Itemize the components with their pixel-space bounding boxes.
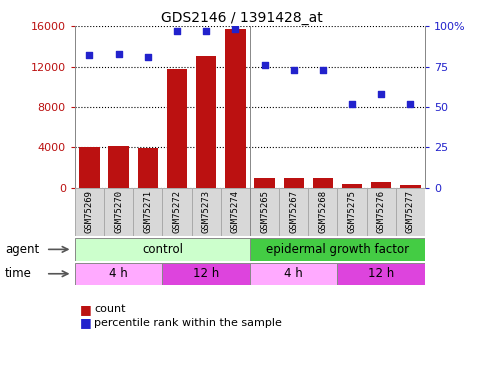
Point: [261, 62, 269, 68]
Text: GSM75268: GSM75268: [318, 190, 327, 233]
Bar: [221, 188, 250, 236]
Text: time: time: [5, 267, 32, 280]
Text: 4 h: 4 h: [284, 267, 303, 280]
Bar: [250, 262, 338, 285]
Text: ■: ■: [80, 303, 91, 316]
Text: control: control: [142, 243, 183, 256]
Bar: [313, 178, 333, 188]
Text: 4 h: 4 h: [109, 267, 128, 280]
Bar: [75, 188, 104, 236]
Bar: [75, 238, 250, 261]
Text: count: count: [94, 304, 126, 314]
Bar: [108, 146, 129, 188]
Bar: [279, 188, 308, 236]
Point: [290, 67, 298, 73]
Text: GSM75271: GSM75271: [143, 190, 152, 233]
Bar: [342, 184, 362, 188]
Text: GSM75276: GSM75276: [377, 190, 386, 233]
Point: [144, 54, 152, 60]
Text: GSM75273: GSM75273: [202, 190, 211, 233]
Text: agent: agent: [5, 243, 39, 256]
Bar: [338, 188, 367, 236]
Bar: [371, 183, 392, 188]
Bar: [308, 188, 338, 236]
Bar: [250, 238, 425, 261]
Text: GSM75277: GSM75277: [406, 190, 415, 233]
Bar: [284, 178, 304, 188]
Point: [173, 28, 181, 34]
Text: 12 h: 12 h: [368, 267, 395, 280]
Point: [319, 67, 327, 73]
Text: GSM75275: GSM75275: [348, 190, 356, 233]
Bar: [162, 262, 250, 285]
Bar: [338, 262, 425, 285]
Bar: [162, 188, 192, 236]
Bar: [225, 29, 245, 188]
Bar: [250, 188, 279, 236]
Bar: [192, 188, 221, 236]
Text: GSM75269: GSM75269: [85, 190, 94, 233]
Bar: [400, 186, 421, 188]
Text: epidermal growth factor: epidermal growth factor: [266, 243, 409, 256]
Text: percentile rank within the sample: percentile rank within the sample: [94, 318, 282, 327]
Bar: [396, 188, 425, 236]
Text: GSM75274: GSM75274: [231, 190, 240, 233]
Bar: [75, 262, 162, 285]
Point: [115, 51, 123, 57]
Point: [202, 28, 210, 34]
Bar: [79, 147, 99, 188]
Bar: [104, 188, 133, 236]
Bar: [255, 178, 275, 188]
Text: ■: ■: [80, 316, 91, 329]
Text: GSM75270: GSM75270: [114, 190, 123, 233]
Point: [348, 100, 356, 106]
Bar: [138, 148, 158, 188]
Bar: [167, 69, 187, 188]
Bar: [196, 57, 216, 188]
Bar: [367, 188, 396, 236]
Text: GSM75265: GSM75265: [260, 190, 269, 233]
Text: GSM75267: GSM75267: [289, 190, 298, 233]
Text: 12 h: 12 h: [193, 267, 219, 280]
Text: GDS2146 / 1391428_at: GDS2146 / 1391428_at: [161, 11, 322, 25]
Text: GSM75272: GSM75272: [172, 190, 182, 233]
Point: [377, 91, 385, 97]
Point: [407, 100, 414, 106]
Point: [231, 27, 239, 33]
Bar: [133, 188, 162, 236]
Point: [85, 52, 93, 58]
